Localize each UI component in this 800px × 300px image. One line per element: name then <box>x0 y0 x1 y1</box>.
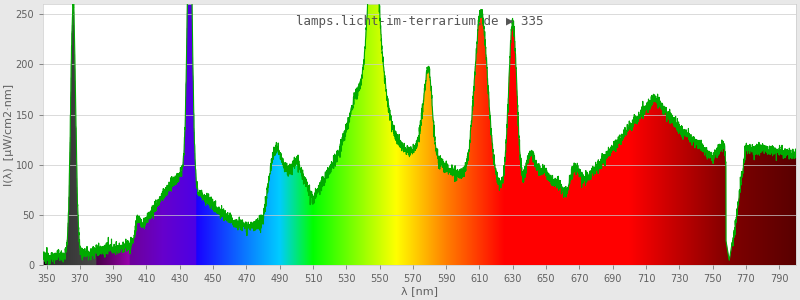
Y-axis label: I(λ)  [µW/cm2·nm]: I(λ) [µW/cm2·nm] <box>4 84 14 186</box>
Text: lamps.licht-im-terrarium.de ▶ 335: lamps.licht-im-terrarium.de ▶ 335 <box>296 15 543 28</box>
X-axis label: λ [nm]: λ [nm] <box>401 286 438 296</box>
